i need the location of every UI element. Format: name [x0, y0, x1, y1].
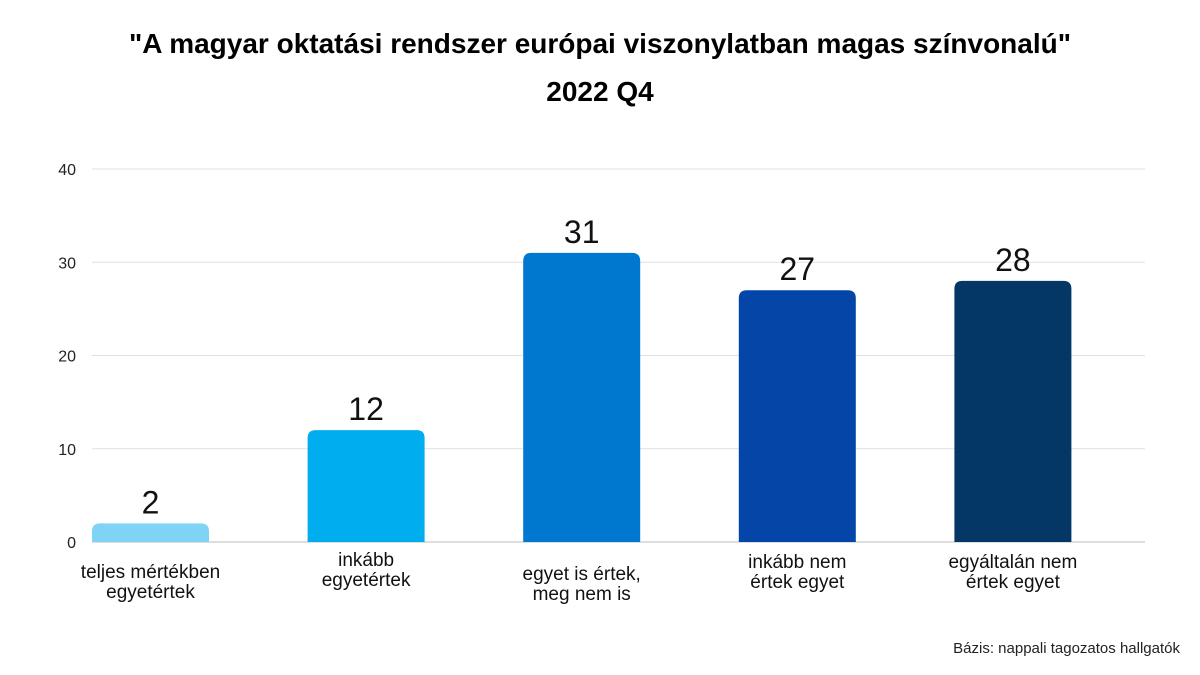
x-tick-label: inkább nem: [748, 552, 846, 573]
chart-subtitle: 2022 Q4: [546, 76, 654, 107]
bar: [738, 290, 856, 542]
footnote: Bázis: nappali tagozatos hallgatók: [953, 640, 1180, 657]
y-tick-label: 0: [67, 535, 76, 552]
y-tick-label: 30: [58, 255, 76, 272]
y-tick-label: 10: [58, 442, 76, 459]
x-tick-label: értek egyet: [966, 572, 1061, 593]
x-tick-label: egyet is értek,: [523, 564, 641, 585]
bar: [92, 523, 209, 542]
x-tick-label: inkább: [338, 550, 394, 571]
bar: [307, 430, 425, 542]
x-tick-label: értek egyet: [750, 572, 845, 593]
x-tick-label: egyáltalán nem: [948, 552, 1077, 573]
y-tick-label: 20: [58, 349, 76, 366]
x-tick-label: teljes mértékben: [81, 562, 220, 583]
data-label: 12: [348, 391, 384, 427]
data-label: 27: [780, 251, 816, 287]
y-tick-label: 40: [58, 162, 76, 179]
bar: [954, 280, 1072, 542]
chart-title: "A magyar oktatási rendszer európai visz…: [128, 28, 1072, 59]
bar: [523, 252, 641, 543]
x-tick-label: egyetértek: [322, 570, 411, 591]
data-label: 28: [995, 242, 1031, 278]
x-tick-label: meg nem is: [533, 584, 631, 605]
data-label: 2: [142, 484, 160, 520]
data-label: 31: [564, 214, 600, 250]
x-tick-label: egyetértek: [106, 582, 195, 603]
